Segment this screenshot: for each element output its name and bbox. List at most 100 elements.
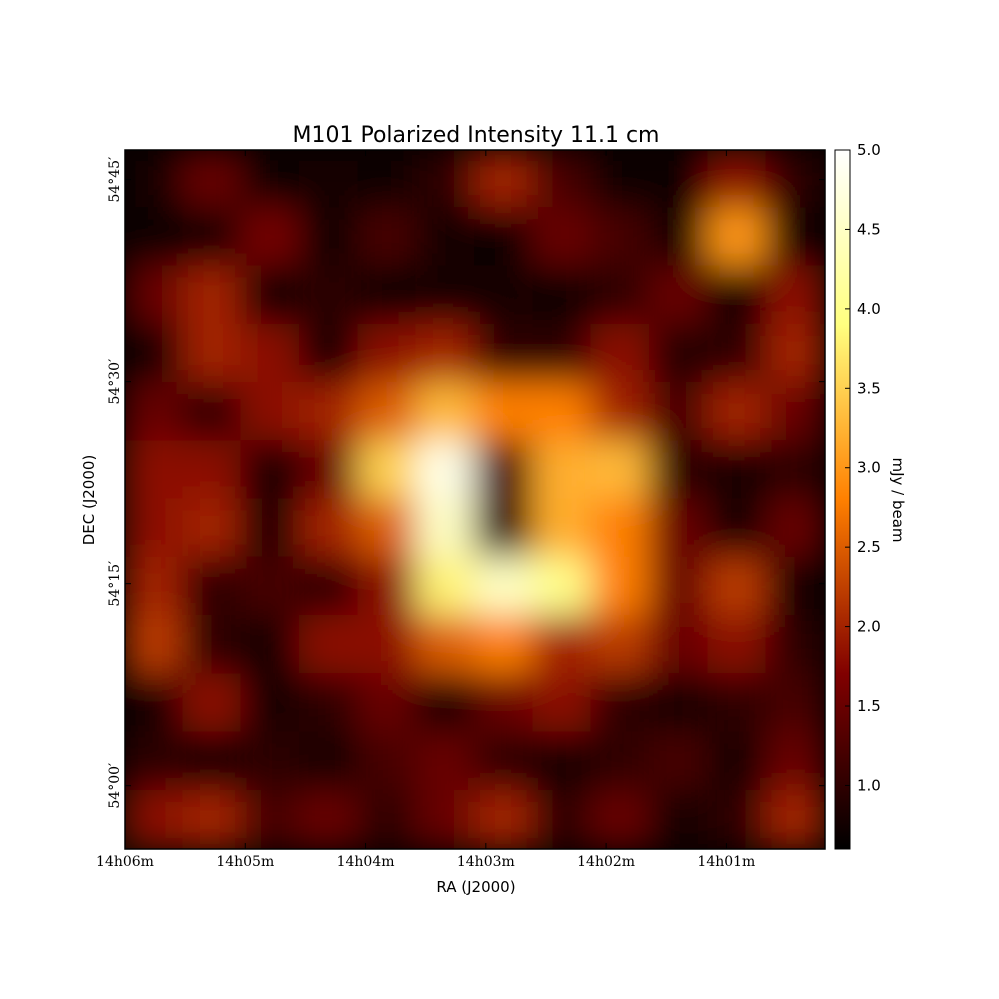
map-cell <box>707 731 768 792</box>
map-cell <box>125 615 185 676</box>
map-cell <box>707 440 768 501</box>
map-cell <box>299 150 360 210</box>
map-cell <box>707 789 768 849</box>
map-cell <box>532 382 593 443</box>
map-cell <box>240 556 301 617</box>
map-cell <box>240 615 301 676</box>
map-cell <box>357 150 418 210</box>
map-cell <box>474 323 535 384</box>
map-cell <box>765 207 825 268</box>
map-cell <box>590 440 651 501</box>
map-cell <box>299 673 360 734</box>
map-cell <box>474 615 535 676</box>
y-tick-label: 54°45′ <box>107 157 123 203</box>
map-cell <box>765 615 825 676</box>
map-cell <box>357 265 418 326</box>
chart-title: M101 Polarized Intensity 11.1 cm <box>293 123 660 148</box>
map-cell <box>182 382 243 443</box>
map-cell <box>299 556 360 617</box>
map-cell <box>474 498 535 559</box>
map-cell <box>590 789 651 849</box>
map-cell <box>182 323 243 384</box>
map-cell <box>182 615 243 676</box>
map-cell <box>649 323 710 384</box>
map-cell <box>474 382 535 443</box>
map-cell <box>707 556 768 617</box>
map-cell <box>357 556 418 617</box>
map-cell <box>532 265 593 326</box>
map-cell <box>474 673 535 734</box>
map-cell <box>590 382 651 443</box>
map-cell <box>415 440 476 501</box>
map-cell <box>765 382 825 443</box>
map-cell <box>532 673 593 734</box>
map-cell <box>415 731 476 792</box>
map-cell <box>707 615 768 676</box>
map-cell <box>299 789 360 849</box>
map-cell <box>182 673 243 734</box>
map-cell <box>532 498 593 559</box>
map-cell <box>240 265 301 326</box>
map-cell <box>590 556 651 617</box>
map-cell <box>182 556 243 617</box>
map-cell <box>182 731 243 792</box>
map-cell <box>182 440 243 501</box>
x-tick-label: 14h03m <box>457 854 515 870</box>
map-cell <box>532 556 593 617</box>
map-cell <box>299 615 360 676</box>
map-cell <box>765 265 825 326</box>
map-cell <box>707 498 768 559</box>
map-cell <box>357 498 418 559</box>
map-cell <box>765 150 825 210</box>
map-cell <box>240 789 301 849</box>
map-cell <box>125 673 185 734</box>
colorbar-tick-label: 2.5 <box>857 538 881 556</box>
map-cell <box>649 673 710 734</box>
colorbar <box>834 149 851 850</box>
map-cell <box>415 150 476 210</box>
map-cell <box>649 789 710 849</box>
map-cell <box>357 323 418 384</box>
map-cell <box>415 789 476 849</box>
colorbar-tick-label: 5.0 <box>857 141 881 159</box>
map-cell <box>474 150 535 210</box>
map-cell <box>125 556 185 617</box>
map-cell <box>707 265 768 326</box>
y-tick-label: 54°15′ <box>107 561 123 607</box>
map-cell <box>240 207 301 268</box>
map-cell <box>125 150 185 210</box>
map-cell <box>590 673 651 734</box>
map-cell <box>125 323 185 384</box>
map-cell <box>707 207 768 268</box>
map-cell <box>532 440 593 501</box>
map-cell <box>182 498 243 559</box>
x-axis-label: RA (J2000) <box>436 878 515 896</box>
map-cell <box>532 615 593 676</box>
colorbar-tick-label: 3.0 <box>857 459 881 477</box>
map-cell <box>532 150 593 210</box>
map-cell <box>765 673 825 734</box>
map-cell <box>649 498 710 559</box>
colorbar-tick-label: 1.5 <box>857 697 881 715</box>
map-cells <box>125 150 825 849</box>
map-cell <box>240 323 301 384</box>
map-cell <box>590 731 651 792</box>
map-cell <box>357 673 418 734</box>
map-cell <box>532 789 593 849</box>
map-cell <box>415 615 476 676</box>
map-cell <box>532 731 593 792</box>
map-cell <box>590 615 651 676</box>
map-cell <box>415 556 476 617</box>
map-cell <box>474 440 535 501</box>
map-cell <box>415 498 476 559</box>
map-cell <box>240 150 301 210</box>
colorbar-tick-label: 1.0 <box>857 776 881 794</box>
map-cell <box>357 615 418 676</box>
map-cell <box>357 207 418 268</box>
map-cell <box>415 207 476 268</box>
map-cell <box>299 731 360 792</box>
map-cell <box>415 265 476 326</box>
plot-frame <box>124 149 826 850</box>
map-cell <box>240 731 301 792</box>
map-cell <box>182 265 243 326</box>
